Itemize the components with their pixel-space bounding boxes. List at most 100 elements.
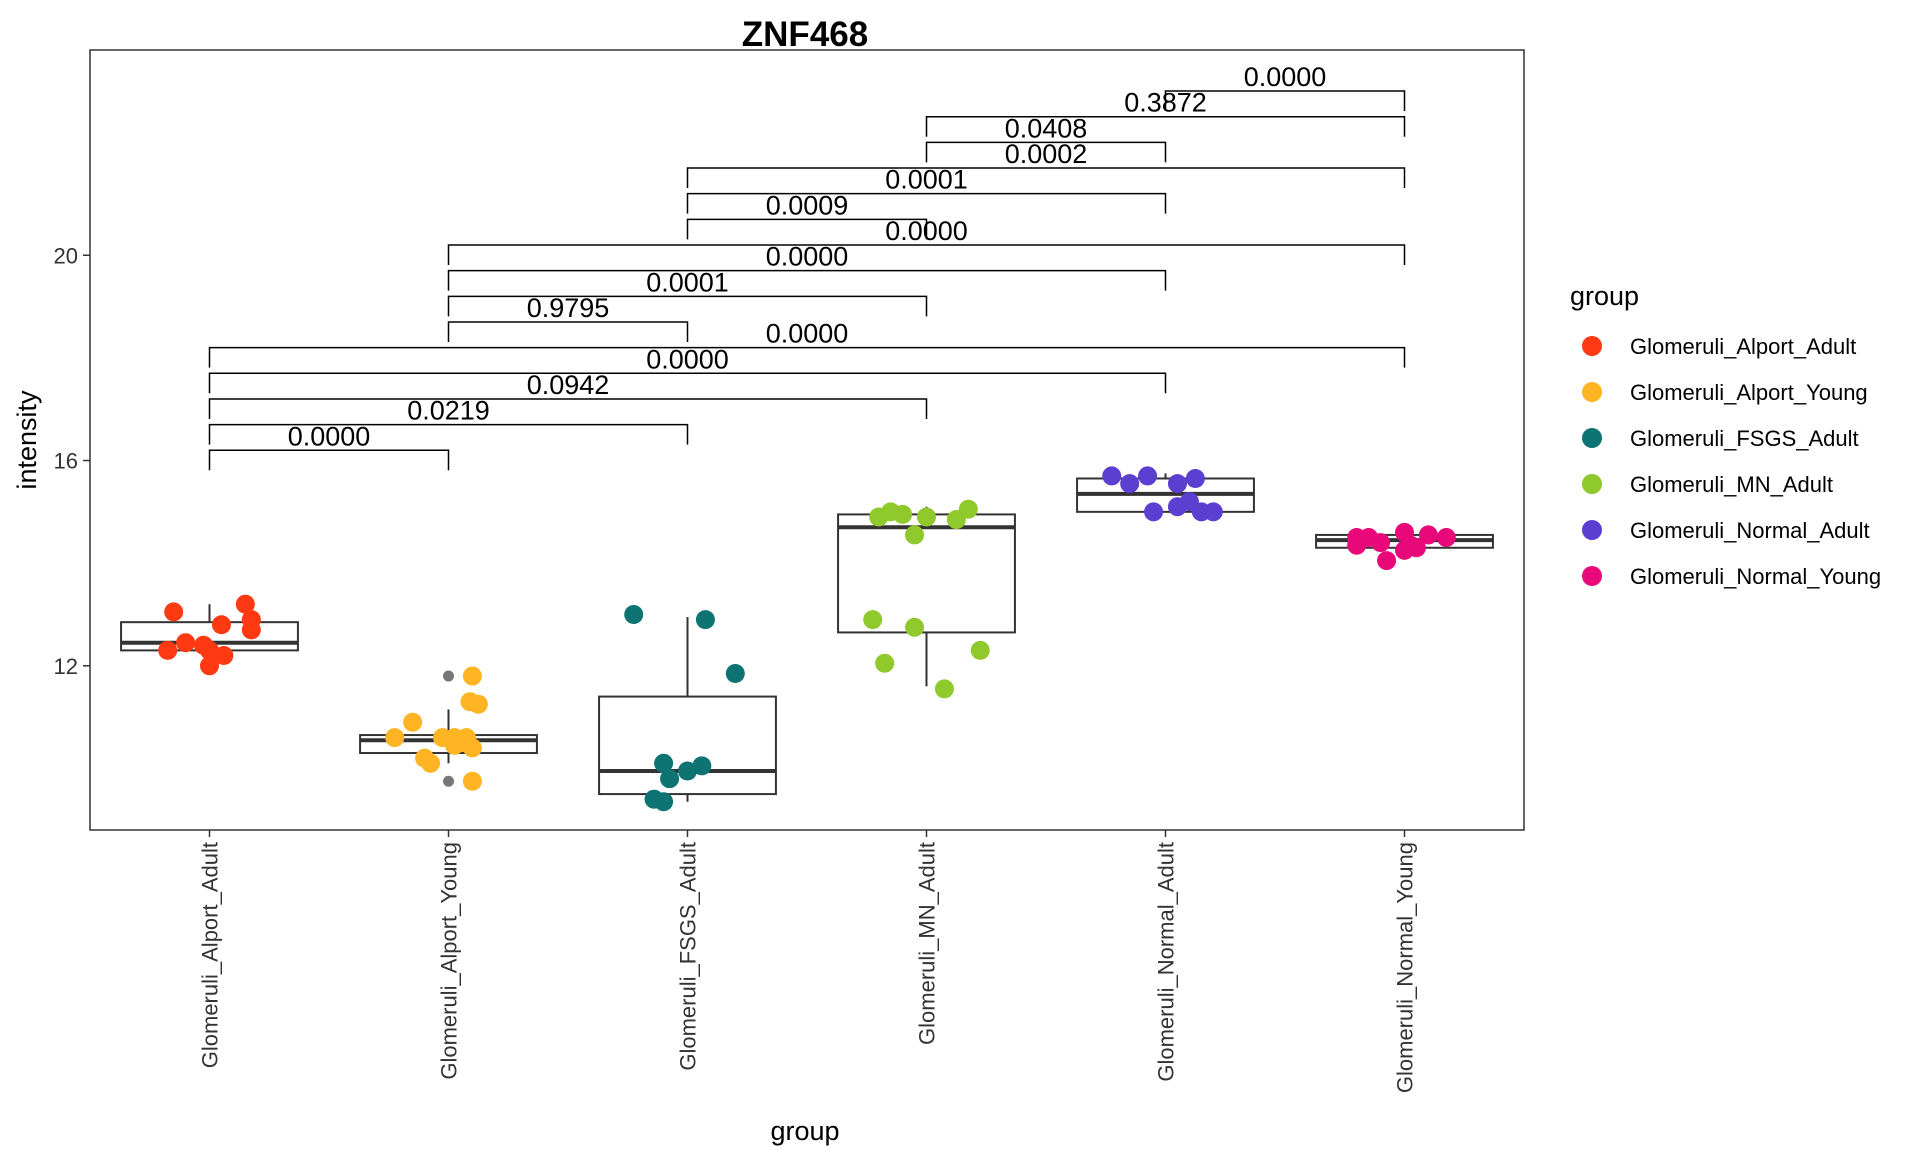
data-point [1102, 466, 1122, 486]
legend-key [1582, 474, 1602, 494]
data-point [695, 610, 715, 630]
p-value-label: 0.0000 [766, 242, 849, 272]
legend-key [1582, 382, 1602, 402]
legend-label: Glomeruli_FSGS_Adult [1630, 426, 1859, 451]
legend-key [1582, 566, 1602, 586]
comparison-bracket [447, 321, 689, 342]
data-point [211, 615, 231, 635]
comparison-bracket [925, 141, 1167, 163]
legend: group Glomeruli_Alport_Adult Glomeruli_Al… [1570, 281, 1881, 589]
data-point [970, 640, 990, 660]
comparison-bracket [208, 449, 450, 471]
data-point [462, 738, 482, 758]
p-value-label: 0.0219 [407, 396, 490, 426]
data-point [934, 679, 954, 699]
data-point [725, 663, 745, 683]
data-point [1138, 466, 1158, 486]
comparison-bracket [208, 372, 1167, 394]
legend-label: Glomeruli_Normal_Adult [1630, 518, 1870, 543]
data-point [905, 617, 925, 637]
y-axis-title: intensity [12, 390, 42, 490]
legend-key [1582, 336, 1602, 356]
comparison-bracket [925, 115, 1406, 137]
p-value-label: 0.0000 [288, 421, 371, 451]
data-point [692, 756, 712, 776]
data-point [678, 761, 697, 781]
box-outlier [443, 775, 454, 787]
data-point [200, 640, 219, 660]
data-point [158, 640, 178, 660]
data-point [660, 769, 680, 789]
data-point [1185, 468, 1205, 488]
x-tick-label: Glomeruli_Normal_Young [1393, 842, 1418, 1093]
comparison-bracket [686, 192, 1167, 214]
comparison-bracket [208, 423, 689, 445]
p-value-label: 0.0000 [766, 319, 849, 349]
legend-label: Glomeruli_MN_Adult [1630, 472, 1833, 497]
comparison-bracket [447, 295, 928, 317]
data-point [385, 728, 405, 748]
legend-label: Glomeruli_Alport_Adult [1630, 334, 1856, 359]
plot-panel [89, 49, 1525, 831]
data-point [1406, 538, 1426, 558]
data-point [624, 604, 644, 624]
p-value-label: 0.0001 [885, 165, 968, 195]
data-point [462, 666, 482, 686]
data-point [1347, 535, 1367, 555]
data-point [654, 753, 674, 773]
data-point [1371, 533, 1391, 553]
data-point [164, 602, 184, 622]
comparison-bracket [447, 269, 1167, 291]
data-point [1167, 474, 1187, 494]
p-value-label: 0.0942 [527, 370, 610, 400]
p-value-label: 0.9795 [527, 293, 610, 323]
p-value-label: 0.0000 [1244, 62, 1327, 92]
legend-title: group [1570, 281, 1639, 311]
comparison-bracket [1164, 90, 1406, 112]
data-point [200, 656, 219, 676]
data-point [893, 504, 913, 524]
y-tick-label: 12 [54, 654, 78, 679]
p-value-label: 0.0000 [646, 344, 729, 374]
data-point [1436, 528, 1456, 547]
data-point [1120, 474, 1140, 494]
y-tick-label: 20 [54, 243, 78, 268]
x-tick-label: Glomeruli_Alport_Adult [198, 842, 223, 1068]
data-point [1377, 551, 1397, 571]
legend-label: Glomeruli_Alport_Young [1630, 380, 1868, 405]
data-point [235, 594, 255, 614]
data-point [241, 620, 261, 640]
data-point [1144, 502, 1164, 522]
data-point [654, 792, 674, 812]
x-axis-title: group [770, 1116, 839, 1146]
comparison-bracket [447, 244, 1406, 265]
p-value-label: 0.0002 [1005, 139, 1088, 169]
comparison-bracket [208, 398, 928, 419]
data-point [958, 499, 978, 519]
comparison-bracket [686, 218, 928, 240]
legend-label: Glomeruli_Normal_Young [1630, 564, 1881, 589]
data-point [1418, 525, 1438, 545]
box-outlier [443, 670, 454, 682]
x-tick-label: Glomeruli_FSGS_Adult [676, 842, 701, 1071]
x-tick-label: Glomeruli_Alport_Young [437, 842, 462, 1080]
x-tick-label: Glomeruli_MN_Adult [915, 842, 940, 1045]
y-tick-label: 16 [54, 449, 78, 474]
data-point [444, 735, 464, 755]
data-point [403, 712, 423, 732]
legend-key [1582, 520, 1602, 540]
data-point [176, 633, 196, 653]
data-point [462, 771, 482, 791]
p-value-label: 0.0009 [766, 190, 849, 220]
data-point [1167, 497, 1187, 517]
data-point [875, 653, 895, 673]
data-point [1203, 502, 1223, 522]
comparison-bracket [208, 346, 1406, 368]
legend-key [1582, 428, 1602, 448]
data-point [917, 507, 936, 527]
data-point [214, 646, 234, 666]
data-point [421, 753, 441, 773]
data-point [863, 610, 883, 630]
data-point [905, 525, 925, 545]
